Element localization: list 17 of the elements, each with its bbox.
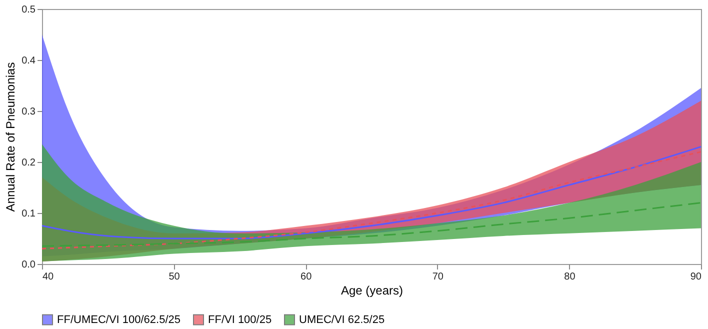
- legend-label: FF/VI 100/25: [208, 314, 272, 326]
- legend-label: UMEC/VI 62.5/25: [299, 314, 385, 326]
- y-tick-label: 0.1: [22, 208, 36, 220]
- y-tick-label: 0.4: [22, 56, 36, 66]
- x-axis-title: Age (years): [340, 284, 404, 298]
- y-tick-label: 0.5: [22, 4, 36, 16]
- x-tick-label: 60: [300, 272, 312, 282]
- y-tick-label: 0.2: [22, 158, 36, 168]
- x-tick-label: 50: [168, 272, 180, 282]
- x-tick-label: 90: [690, 272, 702, 282]
- y-tick-label: 0.3: [22, 106, 36, 118]
- legend-label: FF/UMEC/VI 100/62.5/25: [57, 314, 180, 326]
- x-tick-label: 70: [432, 272, 444, 282]
- x-tick-label: 80: [564, 272, 576, 282]
- y-tick-label: 0.0: [22, 260, 36, 270]
- x-tick-label: 40: [42, 272, 54, 282]
- y-axis-title: Annual Rate of Pneumonias: [4, 62, 18, 212]
